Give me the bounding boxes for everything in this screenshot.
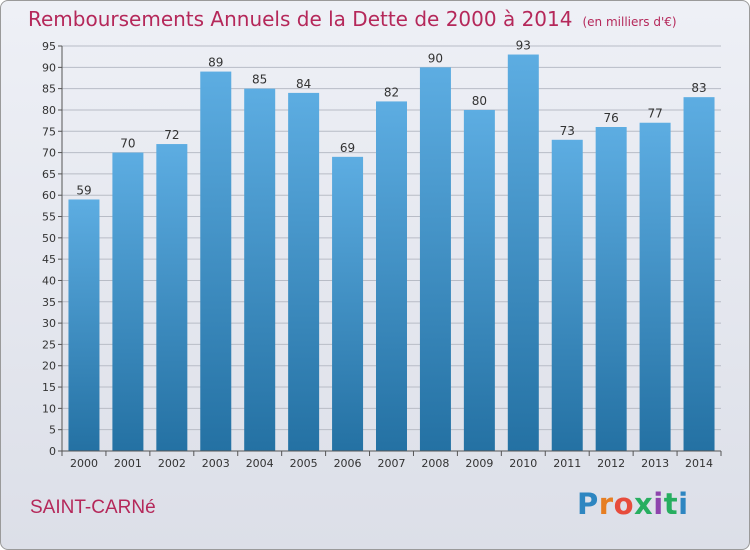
logo-letter-5: t [663,487,679,521]
bar-2010 [507,54,539,452]
y-tick-label-35: 35 [42,296,56,309]
x-tick-label-2009: 2009 [465,457,493,470]
logo-letter-4: i [653,487,664,521]
x-tick-label-2006: 2006 [334,457,362,470]
y-tick-label-25: 25 [42,338,56,351]
y-tick-label-15: 15 [42,381,56,394]
bar-2002 [156,144,188,452]
y-tick-label-45: 45 [42,253,56,266]
y-tick-label-80: 80 [42,104,56,117]
y-tick-label-60: 60 [42,189,56,202]
data-label-2001: 70 [120,137,135,151]
y-tick-label-0: 0 [49,445,56,458]
x-tick-label-2012: 2012 [597,457,625,470]
y-tick-label-5: 5 [49,424,56,437]
x-tick-label-2003: 2003 [202,457,230,470]
logo-letter-2: o [613,487,635,521]
bar-2011 [551,139,583,451]
x-tick-label-2005: 2005 [290,457,318,470]
logo-letter-3: x [634,487,654,521]
data-label-2006: 69 [340,141,355,155]
y-tick-label-50: 50 [42,232,56,245]
y-tick-label-85: 85 [42,83,56,96]
bar-2005 [288,92,320,451]
x-tick-label-2007: 2007 [378,457,406,470]
chart-title-text: Remboursements Annuels de la Dette de 20… [28,7,573,31]
y-tick-label-55: 55 [42,211,56,224]
x-tick-label-2002: 2002 [158,457,186,470]
bar-2013 [639,122,671,451]
bar-2014 [683,97,715,451]
x-tick-label-2010: 2010 [509,457,537,470]
y-tick-label-70: 70 [42,147,56,160]
logo-letter-6: i [678,487,689,521]
y-tick-label-40: 40 [42,274,56,287]
bar-2007 [376,101,407,451]
y-tick-label-20: 20 [42,360,56,373]
data-label-2014: 83 [691,81,706,95]
bars [68,54,715,452]
data-label-2011: 73 [560,124,575,138]
data-label-2013: 77 [647,107,662,121]
bar-2003 [200,71,232,451]
data-label-2007: 82 [384,85,399,99]
bar-2001 [112,152,144,451]
proxiti-logo: Proxiti [577,487,689,521]
bar-2008 [419,67,451,451]
data-label-2005: 84 [296,77,311,91]
data-label-2000: 59 [76,183,91,197]
chart-title: Remboursements Annuels de la Dette de 20… [28,7,677,31]
data-label-2008: 90 [428,51,443,65]
chart-unit: (en milliers d'€) [582,15,677,29]
location-name: SAINT-CARNé [30,497,156,518]
x-tick-label-2000: 2000 [70,457,98,470]
data-label-2004: 85 [252,73,267,87]
logo-letter-0: P [577,487,599,521]
x-tick-label-2008: 2008 [421,457,449,470]
bar-2000 [68,199,100,451]
data-label-2002: 72 [164,128,179,142]
bar-2006 [332,156,364,451]
y-tick-label-30: 30 [42,317,56,330]
data-labels: 59 70 72 89 85 84 69 82 90 80 93 73 76 77 83 [76,39,706,198]
y-tick-label-65: 65 [42,168,56,181]
y-tick-label-75: 75 [42,125,56,138]
y-tick-label-95: 95 [42,40,56,53]
axes: 0 5 10 15 20 25 30 35 40 45 50 55 60 65 70 75 80 85 90 95 20… [42,40,722,470]
bar-2012 [595,127,627,451]
x-tick-label-2014: 2014 [685,457,713,470]
data-label-2009: 80 [472,94,487,108]
x-tick-label-2001: 2001 [114,457,142,470]
bar-2009 [463,109,495,452]
data-label-2003: 89 [208,56,223,70]
x-tick-label-2013: 2013 [641,457,669,470]
data-label-2012: 76 [604,111,619,125]
y-tick-label-90: 90 [42,61,56,74]
x-tick-label-2011: 2011 [553,457,581,470]
bar-2004 [244,88,276,451]
y-tick-label-10: 10 [42,402,56,415]
logo-letter-1: r [598,487,614,521]
x-tick-label-2004: 2004 [246,457,274,470]
data-label-2010: 93 [516,39,531,53]
